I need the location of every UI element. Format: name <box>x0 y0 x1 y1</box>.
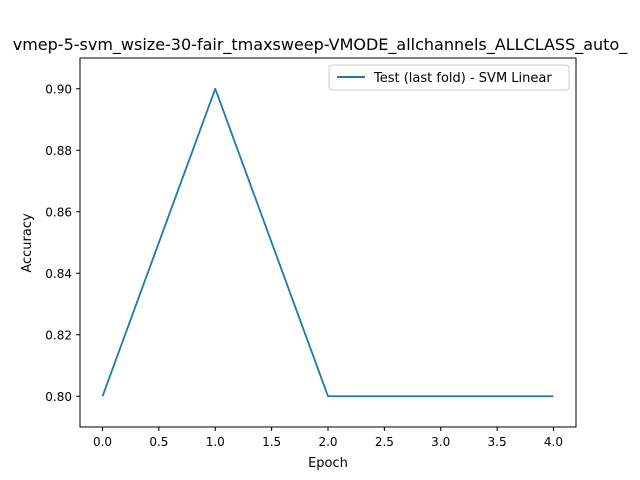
y-tick-label: 0.80 <box>45 390 72 404</box>
x-axis-ticks: 0.0 0.5 1.0 1.5 2.0 2.5 3.0 3.5 4.0 <box>93 427 563 449</box>
plot-area-frame <box>79 57 577 428</box>
x-tick-label: 4.0 <box>544 435 563 449</box>
x-tick-label: 1.0 <box>206 435 225 449</box>
x-tick-label: 3.0 <box>431 435 450 449</box>
x-tick-label: 2.0 <box>318 435 337 449</box>
series-line <box>101 87 554 398</box>
y-tick-label: 0.86 <box>45 205 72 219</box>
y-axis-label: Accuracy <box>20 213 35 273</box>
chart-title: vmep-5-svm_wsize-30-fair_tmaxsweep-VMODE… <box>13 35 628 55</box>
series-layer <box>101 87 554 398</box>
x-tick-label: 3.5 <box>488 435 507 449</box>
legend-box <box>328 64 570 91</box>
y-tick-label: 0.90 <box>45 82 72 96</box>
y-axis-ticks: 0.80 0.82 0.84 0.86 0.88 0.90 <box>45 82 80 404</box>
legend: Test (last fold) - SVM Linear <box>328 64 570 91</box>
x-axis-label: Epoch <box>308 456 348 471</box>
x-tick-label: 0.0 <box>93 435 112 449</box>
y-tick-label: 0.88 <box>45 144 72 158</box>
x-tick-label: 0.5 <box>149 435 168 449</box>
y-tick-label: 0.82 <box>45 328 72 342</box>
y-tick-label: 0.84 <box>45 267 72 281</box>
x-tick-label: 2.5 <box>375 435 394 449</box>
legend-entry-label: Test (last fold) - SVM Linear <box>373 71 552 86</box>
x-tick-label: 1.5 <box>262 435 281 449</box>
